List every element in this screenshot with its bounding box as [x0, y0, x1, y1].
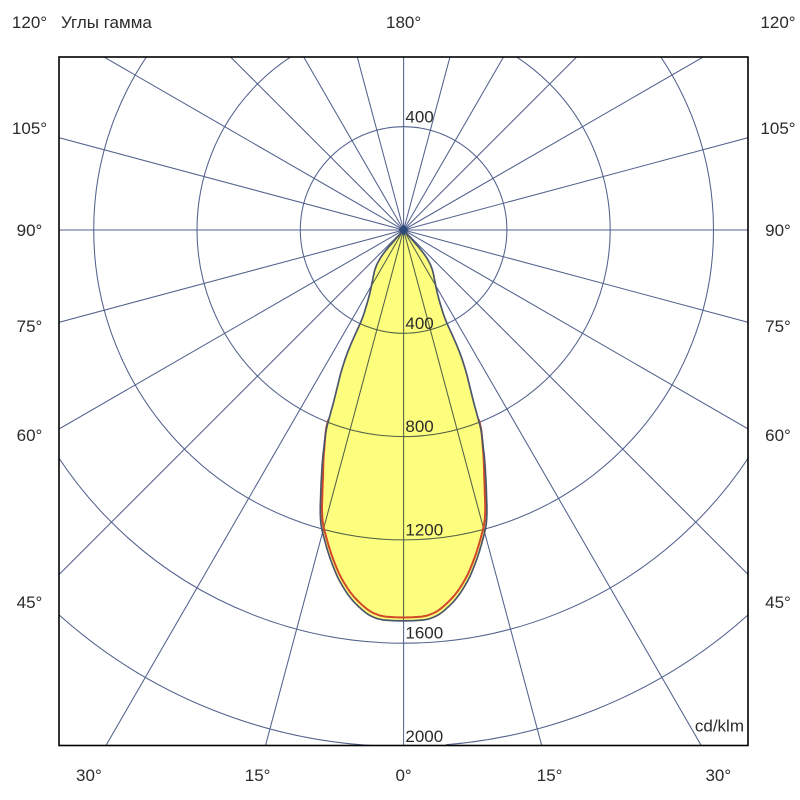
svg-text:400: 400 — [405, 314, 433, 333]
svg-text:75°: 75° — [765, 317, 791, 336]
svg-text:105°: 105° — [760, 119, 795, 138]
svg-text:105°: 105° — [12, 119, 47, 138]
svg-text:120°: 120° — [12, 13, 47, 32]
svg-text:75°: 75° — [17, 317, 43, 336]
svg-text:60°: 60° — [17, 426, 43, 445]
svg-text:30°: 30° — [76, 766, 102, 785]
svg-text:90°: 90° — [17, 221, 43, 240]
svg-text:90°: 90° — [765, 221, 791, 240]
svg-text:60°: 60° — [765, 426, 791, 445]
svg-text:15°: 15° — [245, 766, 271, 785]
svg-text:2000: 2000 — [405, 727, 443, 746]
svg-text:30°: 30° — [705, 766, 731, 785]
svg-text:45°: 45° — [765, 593, 791, 612]
svg-text:0°: 0° — [395, 766, 411, 785]
svg-text:180°: 180° — [386, 13, 421, 32]
svg-text:1200: 1200 — [405, 521, 443, 540]
svg-text:1600: 1600 — [405, 624, 443, 643]
svg-text:800: 800 — [405, 417, 433, 436]
svg-text:Углы гамма: Углы гамма — [61, 13, 152, 32]
svg-text:400: 400 — [405, 108, 433, 127]
svg-text:45°: 45° — [17, 593, 43, 612]
svg-text:15°: 15° — [537, 766, 563, 785]
svg-text:cd/klm: cd/klm — [695, 717, 744, 736]
svg-text:120°: 120° — [760, 13, 795, 32]
